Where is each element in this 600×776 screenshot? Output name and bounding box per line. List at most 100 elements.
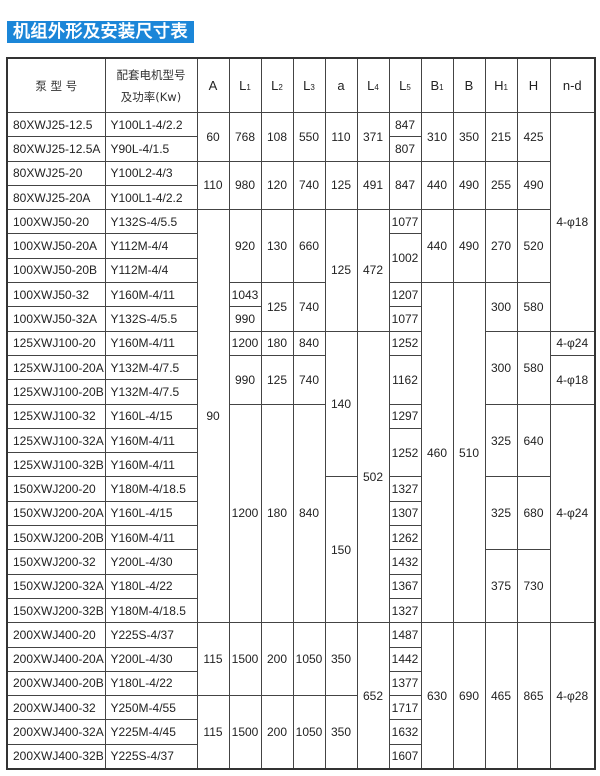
header-a: a bbox=[324, 57, 358, 113]
cell-h: 580 bbox=[516, 282, 551, 332]
cell-a: 350 bbox=[324, 695, 358, 770]
cell-h: 680 bbox=[516, 476, 551, 551]
table-row: 150XWJ200-32A Y180L-4/22 1367 bbox=[6, 573, 595, 599]
cell-l4: 371 bbox=[356, 112, 390, 162]
cell-l5: 1307 bbox=[388, 500, 422, 527]
table-row: 200XWJ400-20 Y225S-4/37 115 1500 200 1050 350 6… bbox=[6, 622, 596, 770]
pump-model-cell: 80XWJ25-20A bbox=[6, 184, 106, 211]
motor-model-cell: Y132S-4/5.5 bbox=[104, 209, 198, 235]
header-l2: L2 bbox=[260, 57, 294, 113]
pump-model-cell: 125XWJ100-32B bbox=[6, 452, 106, 478]
cell-l3: 740 bbox=[292, 282, 326, 332]
cell-l2: 200 bbox=[260, 695, 294, 770]
table-title: 机组外形及安装尺寸表 bbox=[7, 21, 194, 43]
cell-h1: 215 bbox=[484, 112, 518, 162]
cell-l1: 990 bbox=[228, 306, 262, 332]
pump-model-cell: 200XWJ400-20B bbox=[6, 670, 106, 697]
cell-h1: 325 bbox=[484, 476, 518, 551]
cell-l5: 1632 bbox=[388, 719, 422, 745]
header-pump-model: 泵 型 号 bbox=[6, 57, 106, 113]
table-row: 125XWJ100-32B Y160M-4/11 bbox=[6, 452, 595, 478]
motor-model-cell: Y200L-4/30 bbox=[104, 646, 198, 672]
cell-l5: 1252 bbox=[388, 427, 422, 478]
cell-l5: 807 bbox=[388, 136, 422, 162]
pump-model-cell: 125XWJ100-32 bbox=[6, 403, 106, 429]
cell-l2: 125 bbox=[260, 354, 294, 405]
table-row: 150XWJ200-20B Y160M-4/11 1262 bbox=[6, 525, 595, 551]
cell-h: 730 bbox=[516, 549, 551, 624]
cell-l3: 740 bbox=[292, 160, 326, 211]
cell-n-d: 4-φ18 bbox=[549, 354, 596, 405]
table-row: 200XWJ400-32A Y225M-4/45 1632 bbox=[6, 719, 595, 745]
motor-model-cell: Y160M-4/11 bbox=[104, 330, 198, 356]
pump-model-cell: 100XWJ50-32 bbox=[6, 282, 106, 308]
pump-model-cell: 100XWJ50-20B bbox=[6, 257, 106, 284]
cell-l5: 1077 bbox=[388, 306, 422, 332]
cell-l2: 180 bbox=[260, 330, 294, 356]
cell-b1: 460 bbox=[420, 282, 454, 624]
cell-l5: 1327 bbox=[388, 476, 422, 502]
cell-l1: 1500 bbox=[228, 622, 262, 697]
motor-model-cell: Y225S-4/37 bbox=[104, 743, 198, 770]
motor-model-cell: Y160M-4/11 bbox=[104, 427, 198, 454]
cell-n-d: 4-φ28 bbox=[549, 622, 596, 770]
motor-model-cell: Y180M-4/18.5 bbox=[104, 476, 198, 502]
motor-model-cell: Y160M-4/11 bbox=[104, 525, 198, 551]
cell-l5: 1207 bbox=[388, 282, 422, 308]
table-row: 100XWJ50-32A Y132S-4/5.5 990 1077 bbox=[6, 306, 595, 332]
pump-model-cell: 125XWJ100-32A bbox=[6, 427, 106, 454]
cell-l4: 652 bbox=[356, 622, 390, 770]
cell-l2: 200 bbox=[260, 622, 294, 697]
cell-l1: 1200 bbox=[228, 330, 262, 356]
header-h: H bbox=[516, 57, 551, 113]
cell-l1: 980 bbox=[228, 160, 262, 211]
header-l5: L5 bbox=[388, 57, 422, 113]
pump-model-cell: 100XWJ50-20 bbox=[6, 209, 106, 235]
cell-a: 125 bbox=[324, 209, 358, 332]
cell-l5: 1367 bbox=[388, 573, 422, 599]
table-row: 100XWJ50-20B Y112M-4/4 bbox=[6, 257, 595, 284]
cell-a: 140 bbox=[324, 330, 358, 478]
pump-model-cell: 100XWJ50-20A bbox=[6, 233, 106, 259]
header-motor-model: 配套电机型号 及功率(Kw) bbox=[104, 57, 198, 113]
table-row: 80XWJ25-12.5A Y90L-4/1.5 807 bbox=[6, 136, 595, 162]
cell-a: 110 bbox=[324, 112, 358, 162]
motor-model-cell: Y100L1-4/2.2 bbox=[104, 184, 198, 211]
header-b1: B1 bbox=[420, 57, 454, 113]
cell-l3: 740 bbox=[292, 354, 326, 405]
cell-b1: 440 bbox=[420, 160, 454, 211]
cell-b1: 440 bbox=[420, 209, 454, 284]
table-row: 125XWJ100-20B Y132M-4/7.5 bbox=[6, 379, 595, 405]
cell-l1: 768 bbox=[228, 112, 262, 162]
cell-l2: 108 bbox=[260, 112, 294, 162]
pump-model-cell: 150XWJ200-20 bbox=[6, 476, 106, 502]
header-b: B bbox=[452, 57, 486, 113]
cell-n-d: 4-φ24 bbox=[549, 403, 596, 624]
cell-b: 350 bbox=[452, 112, 486, 162]
cell-l1: 1200 bbox=[228, 403, 262, 624]
cell-b1: 630 bbox=[420, 622, 454, 770]
pump-model-cell: 200XWJ400-20A bbox=[6, 646, 106, 672]
motor-model-cell: Y250M-4/55 bbox=[104, 695, 198, 721]
motor-model-cell: Y160M-4/11 bbox=[104, 282, 198, 308]
header-l3: L3 bbox=[292, 57, 326, 113]
cell-l5: 1162 bbox=[388, 354, 422, 405]
table-row: 125XWJ100-20 Y160M-4/11 1200 180 840 140 502 12… bbox=[6, 330, 596, 624]
cell-a: 90 bbox=[196, 209, 230, 624]
pump-model-cell: 150XWJ200-20A bbox=[6, 500, 106, 527]
cell-l4: 491 bbox=[356, 160, 390, 211]
motor-model-cell: Y132M-4/7.5 bbox=[104, 354, 198, 381]
cell-b: 490 bbox=[452, 209, 486, 284]
motor-model-cell: Y225M-4/45 bbox=[104, 719, 198, 745]
cell-l1: 1500 bbox=[228, 695, 262, 770]
header-l4: L4 bbox=[356, 57, 390, 113]
table-row: 80XWJ25-12.5 Y100L1-4/2.2 60 768 108 550 110 37… bbox=[6, 111, 596, 332]
cell-l5: 1262 bbox=[388, 525, 422, 551]
table-row: 200XWJ400-32 Y250M-4/55 115 1500 200 1050 350 1… bbox=[6, 695, 595, 770]
cell-b: 490 bbox=[452, 160, 486, 211]
header-motor-line2: 及功率(Kw) bbox=[120, 89, 182, 104]
cell-h1: 300 bbox=[484, 282, 518, 332]
cell-a: 125 bbox=[324, 160, 358, 211]
cell-l1: 920 bbox=[228, 209, 262, 284]
